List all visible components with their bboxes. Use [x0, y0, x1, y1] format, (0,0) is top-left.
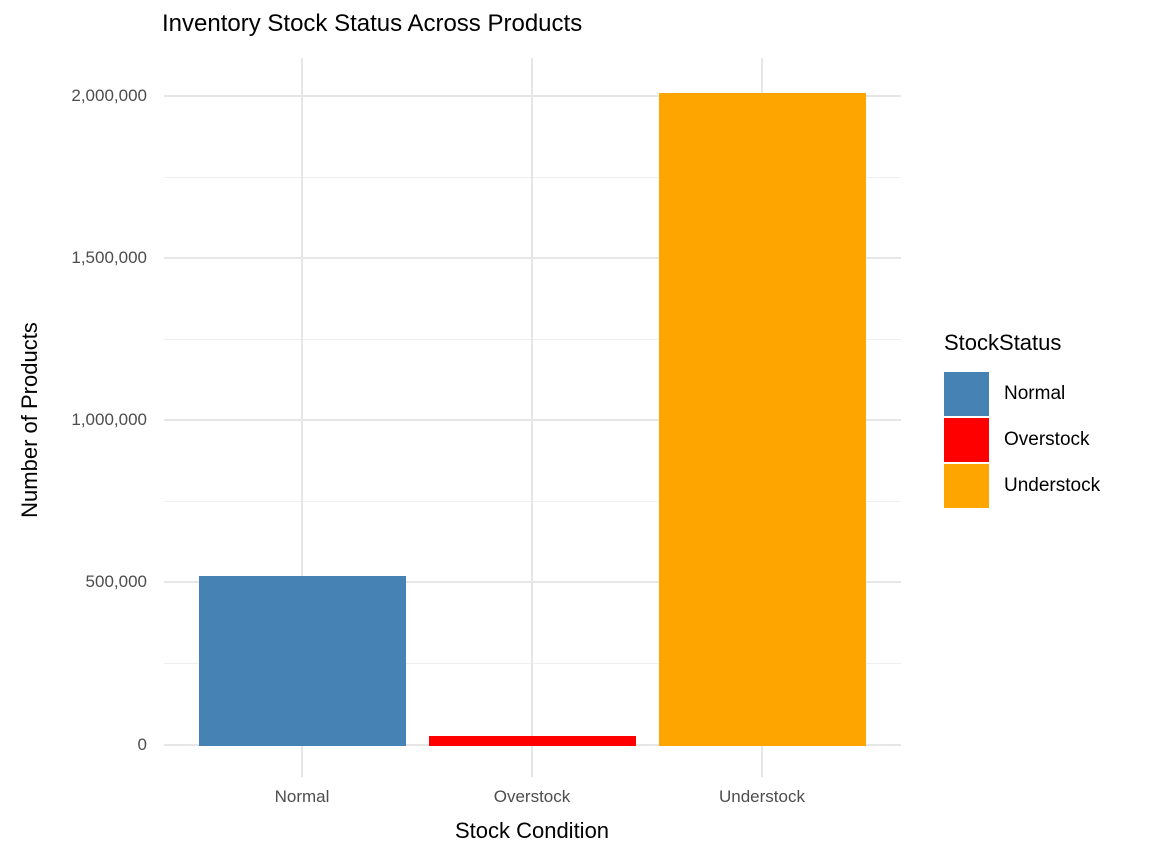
bar-normal — [198, 575, 406, 746]
x-axis-title: Stock Condition — [454, 818, 610, 843]
bar-overstock — [428, 736, 636, 746]
x-tick-label: Normal — [274, 787, 330, 806]
bar-understock — [658, 92, 866, 746]
y-tick-label: 2,000,000 — [71, 86, 147, 106]
y-tick-label: 0 — [137, 734, 147, 754]
plot-panel — [164, 58, 901, 777]
legend-entry: Understock — [944, 464, 1149, 508]
legend-label: Understock — [1004, 475, 1101, 496]
x-tick-label: Understock — [719, 787, 805, 806]
legend-swatch — [944, 418, 989, 462]
chart-title: Inventory Stock Status Across Products — [162, 10, 583, 37]
legend-items: Normal Overstock Understock — [944, 372, 1149, 508]
y-tick-label: 500,000 — [85, 572, 147, 592]
legend-swatch — [944, 372, 989, 416]
legend: StockStatus Normal Overstock Understock — [944, 330, 1149, 510]
legend-entry: Normal — [944, 372, 1149, 416]
y-tick-label: 1,000,000 — [71, 410, 147, 430]
gridline-vertical — [301, 58, 303, 777]
legend-label: Overstock — [1004, 429, 1090, 450]
legend-swatch — [944, 464, 989, 508]
y-tick-label: 1,500,000 — [71, 248, 147, 268]
gridline-vertical — [531, 58, 533, 777]
legend-title: StockStatus — [944, 330, 1062, 355]
x-tick-label: Overstock — [493, 787, 571, 806]
legend-entry: Overstock — [944, 418, 1149, 462]
legend-label: Normal — [1004, 383, 1066, 404]
